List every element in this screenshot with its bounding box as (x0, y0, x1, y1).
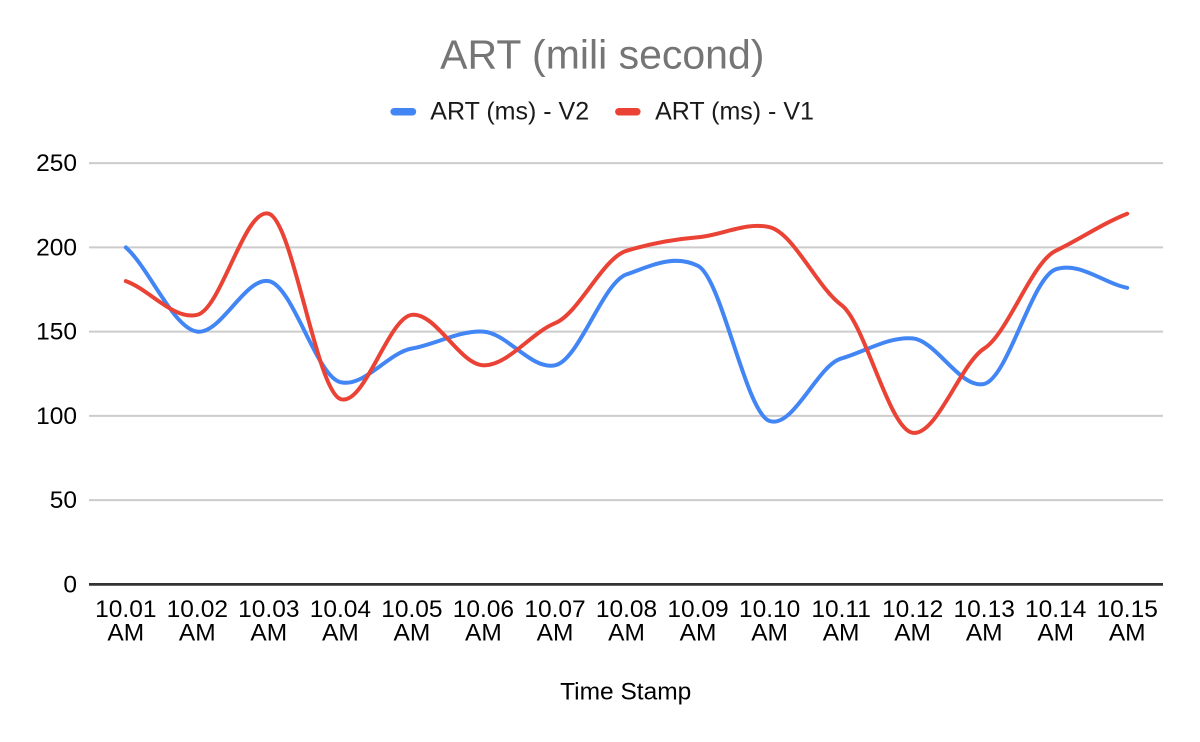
svg-text:200: 200 (36, 234, 77, 261)
svg-text:AM: AM (322, 619, 359, 646)
svg-text:10.11: 10.11 (811, 596, 871, 623)
svg-text:AM: AM (894, 619, 931, 646)
svg-text:50: 50 (50, 487, 77, 514)
svg-text:AM: AM (465, 619, 502, 646)
svg-text:ART (ms) - V1: ART (ms) - V1 (655, 98, 814, 126)
svg-text:150: 150 (36, 319, 77, 346)
svg-text:10.02: 10.02 (167, 596, 228, 623)
svg-text:10.15: 10.15 (1097, 596, 1158, 623)
svg-text:10.12: 10.12 (882, 596, 943, 623)
svg-text:Time Stamp: Time Stamp (560, 678, 691, 705)
svg-text:AM: AM (823, 619, 860, 646)
svg-text:10.05: 10.05 (381, 596, 442, 623)
svg-text:10.07: 10.07 (524, 596, 585, 623)
svg-text:AM: AM (179, 619, 216, 646)
svg-text:10.14: 10.14 (1025, 596, 1086, 623)
svg-text:10.03: 10.03 (238, 596, 299, 623)
svg-text:ART (mili second): ART (mili second) (440, 32, 764, 78)
svg-text:AM: AM (751, 619, 788, 646)
svg-text:AM: AM (1109, 619, 1146, 646)
svg-text:AM: AM (394, 619, 431, 646)
svg-text:AM: AM (966, 619, 1003, 646)
svg-text:AM: AM (608, 619, 645, 646)
svg-text:10.04: 10.04 (310, 596, 371, 623)
svg-text:AM: AM (250, 619, 287, 646)
svg-text:250: 250 (36, 150, 77, 177)
svg-text:AM: AM (537, 619, 574, 646)
svg-text:AM: AM (680, 619, 717, 646)
svg-text:AM: AM (107, 619, 144, 646)
svg-text:10.10: 10.10 (739, 596, 800, 623)
svg-text:10.13: 10.13 (954, 596, 1015, 623)
svg-text:10.08: 10.08 (596, 596, 657, 623)
svg-text:ART (ms) - V2: ART (ms) - V2 (430, 98, 589, 126)
svg-text:10.06: 10.06 (453, 596, 514, 623)
svg-text:AM: AM (1037, 619, 1074, 646)
svg-text:10.01: 10.01 (95, 596, 156, 623)
svg-text:10.09: 10.09 (667, 596, 728, 623)
svg-text:0: 0 (63, 571, 77, 598)
svg-text:100: 100 (36, 403, 77, 430)
